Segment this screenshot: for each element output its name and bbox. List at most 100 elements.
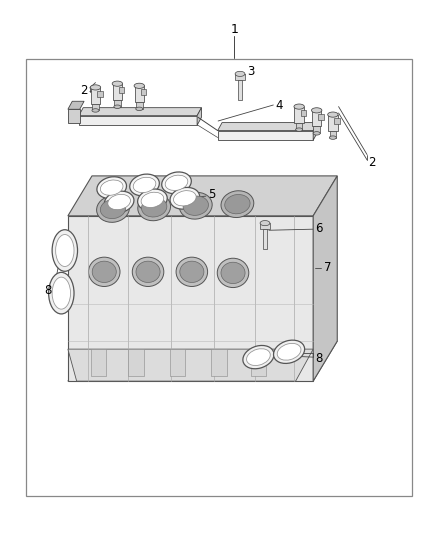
Polygon shape [79, 108, 201, 116]
Text: 1: 1 [230, 23, 238, 36]
Polygon shape [251, 349, 266, 376]
Ellipse shape [52, 230, 78, 271]
Ellipse shape [329, 136, 336, 139]
Ellipse shape [180, 192, 212, 219]
Text: 6: 6 [315, 222, 323, 235]
Ellipse shape [183, 196, 208, 215]
Ellipse shape [243, 345, 274, 369]
Polygon shape [79, 116, 197, 125]
Ellipse shape [221, 262, 245, 284]
Ellipse shape [221, 191, 254, 217]
Ellipse shape [141, 198, 167, 217]
Polygon shape [238, 80, 242, 100]
Polygon shape [136, 102, 143, 109]
Ellipse shape [260, 221, 270, 225]
Polygon shape [170, 349, 185, 376]
Ellipse shape [100, 199, 126, 219]
Polygon shape [141, 89, 146, 95]
Polygon shape [294, 107, 304, 123]
Text: 2: 2 [368, 156, 376, 168]
Polygon shape [318, 114, 324, 119]
Ellipse shape [170, 188, 200, 209]
Ellipse shape [225, 195, 250, 214]
Ellipse shape [180, 261, 204, 282]
Ellipse shape [130, 174, 159, 196]
Ellipse shape [173, 191, 196, 206]
Ellipse shape [133, 177, 156, 192]
Ellipse shape [328, 112, 338, 117]
Polygon shape [296, 123, 303, 130]
Polygon shape [119, 87, 124, 93]
Text: 8: 8 [315, 352, 322, 365]
Ellipse shape [136, 261, 160, 282]
Ellipse shape [90, 85, 101, 90]
Polygon shape [197, 108, 201, 125]
Polygon shape [68, 216, 313, 381]
Polygon shape [261, 223, 269, 229]
Ellipse shape [104, 191, 134, 213]
Ellipse shape [97, 177, 127, 198]
Polygon shape [114, 100, 121, 107]
Polygon shape [218, 131, 313, 140]
Polygon shape [329, 131, 336, 138]
Polygon shape [313, 176, 337, 381]
Ellipse shape [132, 257, 164, 287]
Ellipse shape [247, 349, 270, 366]
Ellipse shape [108, 195, 131, 209]
Polygon shape [300, 110, 306, 116]
Polygon shape [68, 341, 337, 381]
Polygon shape [92, 103, 99, 110]
Ellipse shape [112, 81, 123, 86]
Ellipse shape [56, 235, 74, 266]
Text: 7: 7 [324, 261, 332, 274]
Ellipse shape [134, 83, 145, 88]
Ellipse shape [100, 180, 123, 195]
Polygon shape [97, 91, 102, 96]
Polygon shape [68, 101, 84, 109]
Ellipse shape [277, 343, 301, 360]
Polygon shape [328, 115, 338, 131]
Ellipse shape [313, 132, 320, 135]
Polygon shape [313, 123, 318, 140]
Polygon shape [91, 349, 106, 376]
Ellipse shape [92, 109, 99, 112]
Ellipse shape [296, 128, 303, 131]
Ellipse shape [88, 257, 120, 287]
Text: 5: 5 [208, 188, 215, 200]
Text: 3: 3 [247, 65, 254, 78]
Ellipse shape [311, 108, 322, 113]
Ellipse shape [165, 175, 188, 190]
Polygon shape [211, 349, 227, 376]
Polygon shape [68, 349, 313, 381]
Polygon shape [68, 176, 337, 216]
Polygon shape [236, 74, 244, 80]
Text: 8: 8 [45, 284, 52, 297]
Ellipse shape [97, 196, 129, 222]
Polygon shape [113, 84, 122, 100]
Ellipse shape [217, 258, 249, 288]
Text: 2: 2 [80, 84, 88, 97]
Ellipse shape [294, 104, 304, 109]
Ellipse shape [138, 189, 167, 211]
Ellipse shape [141, 192, 164, 207]
Polygon shape [128, 349, 144, 376]
Ellipse shape [138, 194, 170, 221]
Polygon shape [312, 110, 321, 126]
Polygon shape [218, 123, 318, 131]
Ellipse shape [114, 105, 121, 108]
Text: 4: 4 [276, 99, 283, 111]
Ellipse shape [52, 277, 71, 309]
Polygon shape [313, 126, 320, 133]
Ellipse shape [176, 257, 208, 287]
Polygon shape [91, 87, 100, 103]
Ellipse shape [136, 107, 143, 110]
Ellipse shape [49, 272, 74, 314]
Ellipse shape [162, 172, 191, 193]
Polygon shape [334, 118, 340, 124]
Ellipse shape [92, 261, 117, 282]
Ellipse shape [274, 340, 304, 364]
Polygon shape [263, 229, 267, 249]
Ellipse shape [235, 71, 245, 76]
Bar [26, 59, 412, 496]
Polygon shape [134, 86, 144, 102]
